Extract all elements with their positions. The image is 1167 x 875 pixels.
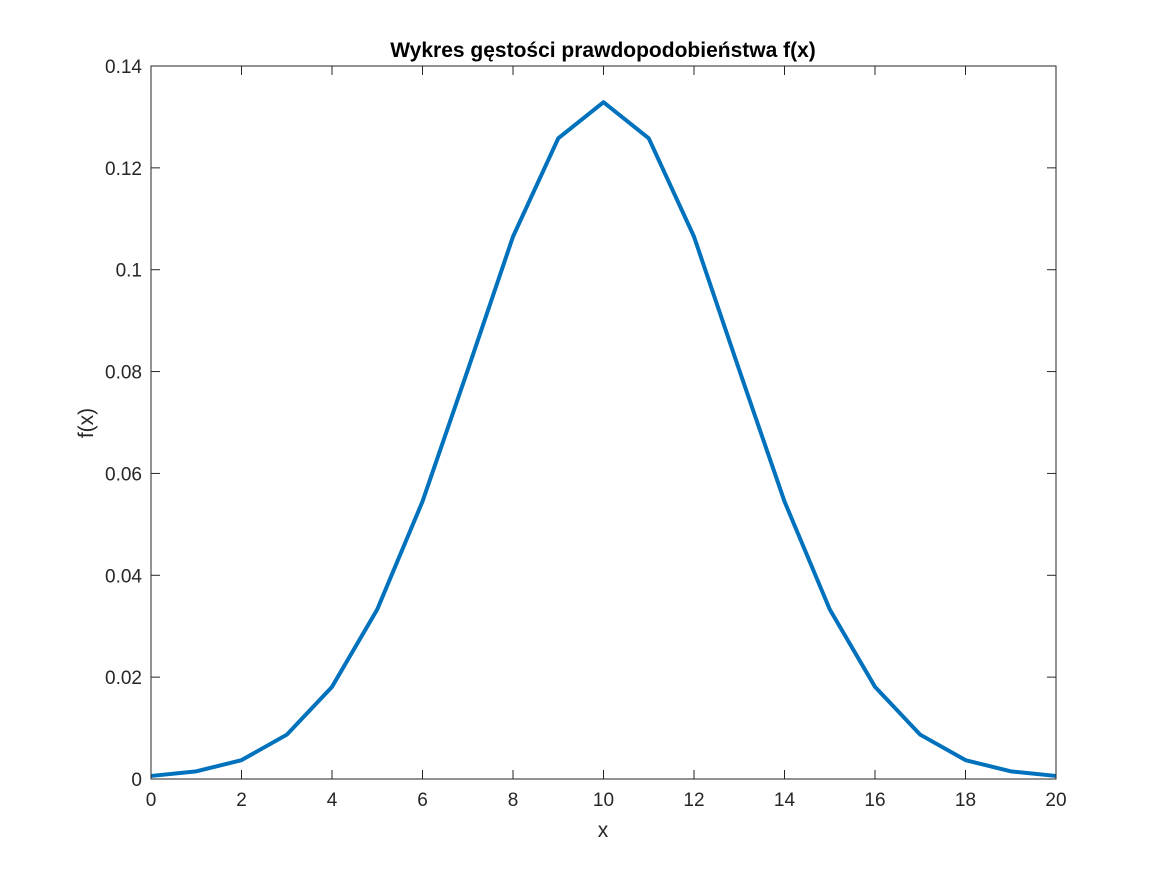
- x-tick-label: 10: [593, 790, 614, 811]
- data-point: [602, 100, 606, 104]
- data-point: [737, 368, 741, 372]
- data-point: [240, 758, 244, 762]
- data-point: [918, 733, 922, 737]
- data-point: [783, 499, 787, 503]
- data-point: [511, 235, 515, 239]
- x-tick-label: 8: [508, 790, 519, 811]
- x-tick-label: 12: [683, 790, 704, 811]
- x-tick-label: 16: [864, 790, 885, 811]
- data-point: [285, 733, 289, 737]
- y-tick-label: 0.12: [105, 159, 142, 180]
- data-point: [647, 136, 651, 140]
- y-tick-label: 0.06: [105, 464, 142, 485]
- data-point: [873, 685, 877, 689]
- series-layer: [150, 100, 1057, 778]
- chart-title: Wykres gęstości prawdopodobieństwa f(x): [390, 39, 816, 62]
- data-point: [556, 136, 560, 140]
- data-point: [692, 235, 696, 239]
- y-tick-label: 0.08: [105, 363, 142, 384]
- y-tick-label: 0.02: [105, 668, 142, 689]
- data-point: [375, 607, 379, 611]
- y-tick-label: 0.1: [116, 261, 142, 282]
- axes-box: [150, 65, 1057, 780]
- data-point: [964, 758, 968, 762]
- x-tick-label: 6: [417, 790, 428, 811]
- x-tick-label: 14: [774, 790, 796, 811]
- y-tick-label: 0.14: [105, 57, 142, 78]
- x-tick-label: 18: [955, 790, 976, 811]
- y-tick-label: 0: [131, 770, 142, 791]
- plot-area: [151, 66, 1056, 779]
- x-tick-label: 0: [146, 790, 157, 811]
- tick-labels: 0 2 4 6 8 10 12 14 16 18 20 0 0.02 0.04 0.06 0.08 0.1 0.1…: [105, 57, 1067, 811]
- data-point: [828, 607, 832, 611]
- y-tick-label: 0.04: [105, 566, 142, 587]
- data-point: [1009, 769, 1013, 773]
- x-tick-label: 20: [1045, 790, 1066, 811]
- x-tick-label: 2: [236, 790, 247, 811]
- x-tick-label: 4: [327, 790, 338, 811]
- data-point: [330, 685, 334, 689]
- data-point: [466, 368, 470, 372]
- y-axis-label: f(x): [75, 408, 98, 438]
- data-point: [194, 769, 198, 773]
- series-line: [150, 100, 1057, 778]
- x-axis-label: x: [598, 819, 609, 842]
- data-point: [421, 499, 425, 503]
